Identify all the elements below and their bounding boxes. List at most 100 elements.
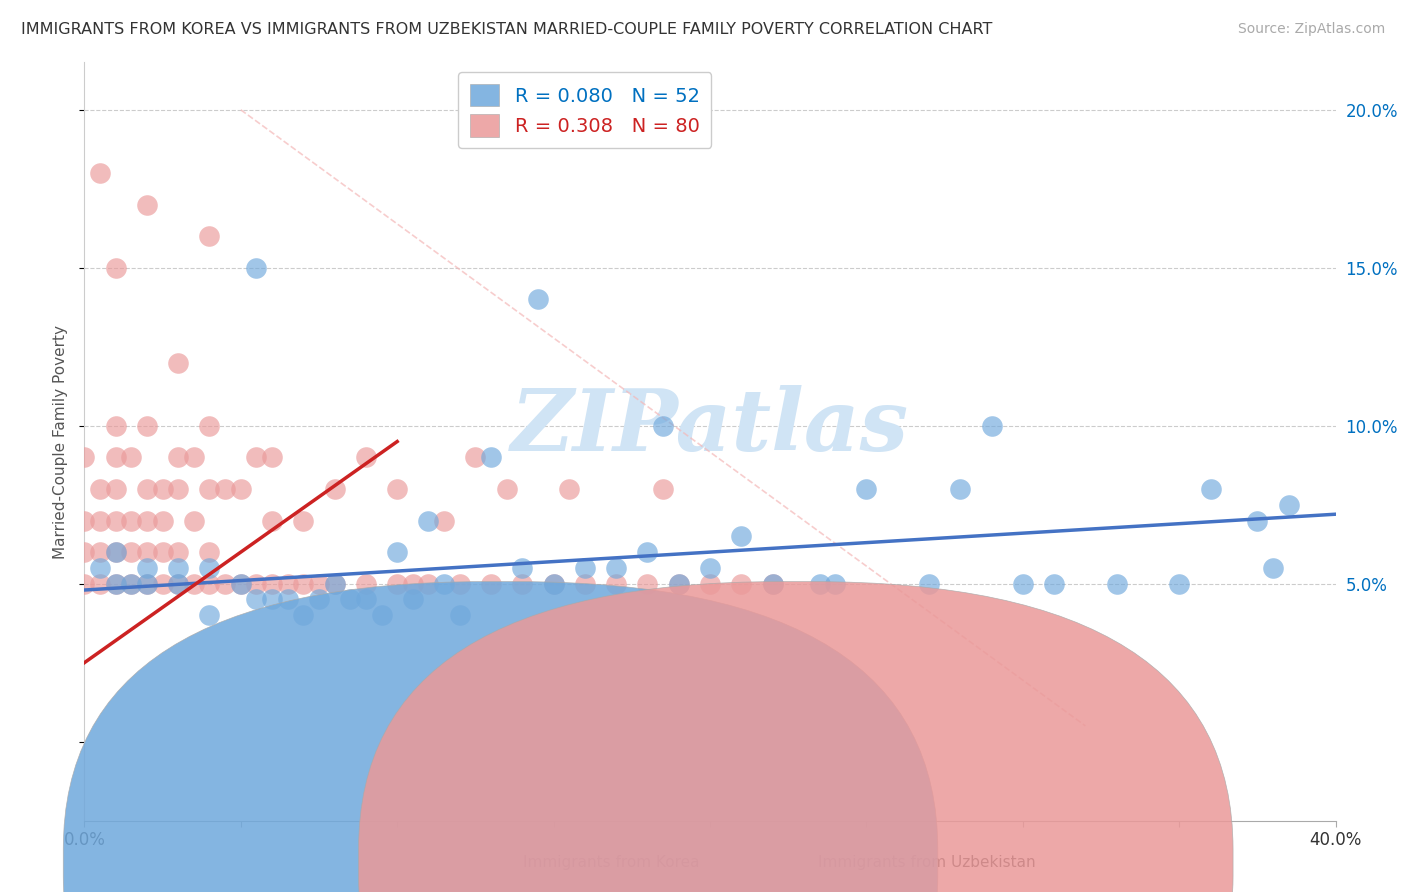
Point <box>245 592 267 607</box>
Text: ZIPatlas: ZIPatlas <box>510 384 910 468</box>
Point <box>1012 576 1035 591</box>
Point <box>89 166 111 180</box>
Point <box>104 576 127 591</box>
Point <box>668 576 690 591</box>
Point <box>824 576 846 591</box>
Point <box>323 576 346 591</box>
Point <box>167 482 190 496</box>
Point <box>354 592 377 607</box>
Point <box>323 482 346 496</box>
Point <box>1168 576 1191 591</box>
Point <box>402 576 425 591</box>
Point <box>89 545 111 559</box>
Point <box>136 197 159 211</box>
Point <box>543 576 565 591</box>
Point <box>385 545 409 559</box>
Point <box>198 608 221 623</box>
Point <box>308 576 330 591</box>
Point <box>918 576 941 591</box>
Point <box>167 561 190 575</box>
Text: Source: ZipAtlas.com: Source: ZipAtlas.com <box>1237 22 1385 37</box>
Point <box>136 545 159 559</box>
Point <box>323 576 346 591</box>
Point <box>198 418 221 433</box>
Point <box>104 545 127 559</box>
Point <box>495 482 517 496</box>
Point <box>339 592 361 607</box>
Point <box>699 561 721 575</box>
Point <box>699 576 721 591</box>
Point <box>120 450 142 465</box>
Point <box>855 482 877 496</box>
Point <box>120 576 142 591</box>
Point <box>152 576 174 591</box>
Point <box>1263 561 1285 575</box>
Point <box>104 545 127 559</box>
Text: IMMIGRANTS FROM KOREA VS IMMIGRANTS FROM UZBEKISTAN MARRIED-COUPLE FAMILY POVERT: IMMIGRANTS FROM KOREA VS IMMIGRANTS FROM… <box>21 22 993 37</box>
Text: Immigrants from Korea: Immigrants from Korea <box>523 855 700 870</box>
Point <box>198 561 221 575</box>
Point <box>354 576 377 591</box>
Point <box>104 450 127 465</box>
Point <box>198 576 221 591</box>
Point <box>512 561 534 575</box>
Point <box>370 608 392 623</box>
Point <box>152 545 174 559</box>
Point <box>183 450 205 465</box>
Point <box>136 576 159 591</box>
Point <box>120 545 142 559</box>
Point <box>449 576 471 591</box>
Point <box>730 529 752 543</box>
Point <box>292 576 315 591</box>
Point <box>1278 498 1301 512</box>
Point <box>637 576 659 591</box>
Point <box>1043 576 1066 591</box>
Point <box>605 576 627 591</box>
Point <box>198 482 221 496</box>
Point <box>433 576 456 591</box>
Point <box>198 229 221 244</box>
Point <box>512 576 534 591</box>
Point <box>89 576 111 591</box>
Legend: R = 0.080   N = 52, R = 0.308   N = 80: R = 0.080 N = 52, R = 0.308 N = 80 <box>458 72 711 148</box>
Point <box>418 514 440 528</box>
Point <box>89 514 111 528</box>
Point <box>668 576 690 591</box>
Point <box>89 561 111 575</box>
Point <box>136 514 159 528</box>
Point <box>136 418 159 433</box>
Point <box>104 576 127 591</box>
Point <box>292 514 315 528</box>
Point <box>574 576 596 591</box>
Point <box>229 482 252 496</box>
Point <box>277 592 299 607</box>
Point <box>543 576 565 591</box>
Point <box>418 576 440 591</box>
Point <box>762 576 785 591</box>
Point <box>652 482 675 496</box>
Point <box>385 482 409 496</box>
Point <box>262 592 284 607</box>
Point <box>73 514 96 528</box>
Point <box>198 545 221 559</box>
Point <box>730 576 752 591</box>
Point <box>120 514 142 528</box>
Point <box>136 561 159 575</box>
Point <box>183 576 205 591</box>
Point <box>136 576 159 591</box>
Point <box>245 260 267 275</box>
Point <box>104 514 127 528</box>
Point <box>1199 482 1222 496</box>
Point <box>104 418 127 433</box>
Point <box>385 576 409 591</box>
Point <box>652 418 675 433</box>
Point <box>229 576 252 591</box>
Point <box>308 592 330 607</box>
Point <box>277 576 299 591</box>
Point <box>402 592 425 607</box>
Point <box>449 608 471 623</box>
Point <box>104 260 127 275</box>
Point <box>245 576 267 591</box>
Point <box>167 545 190 559</box>
Point <box>167 450 190 465</box>
